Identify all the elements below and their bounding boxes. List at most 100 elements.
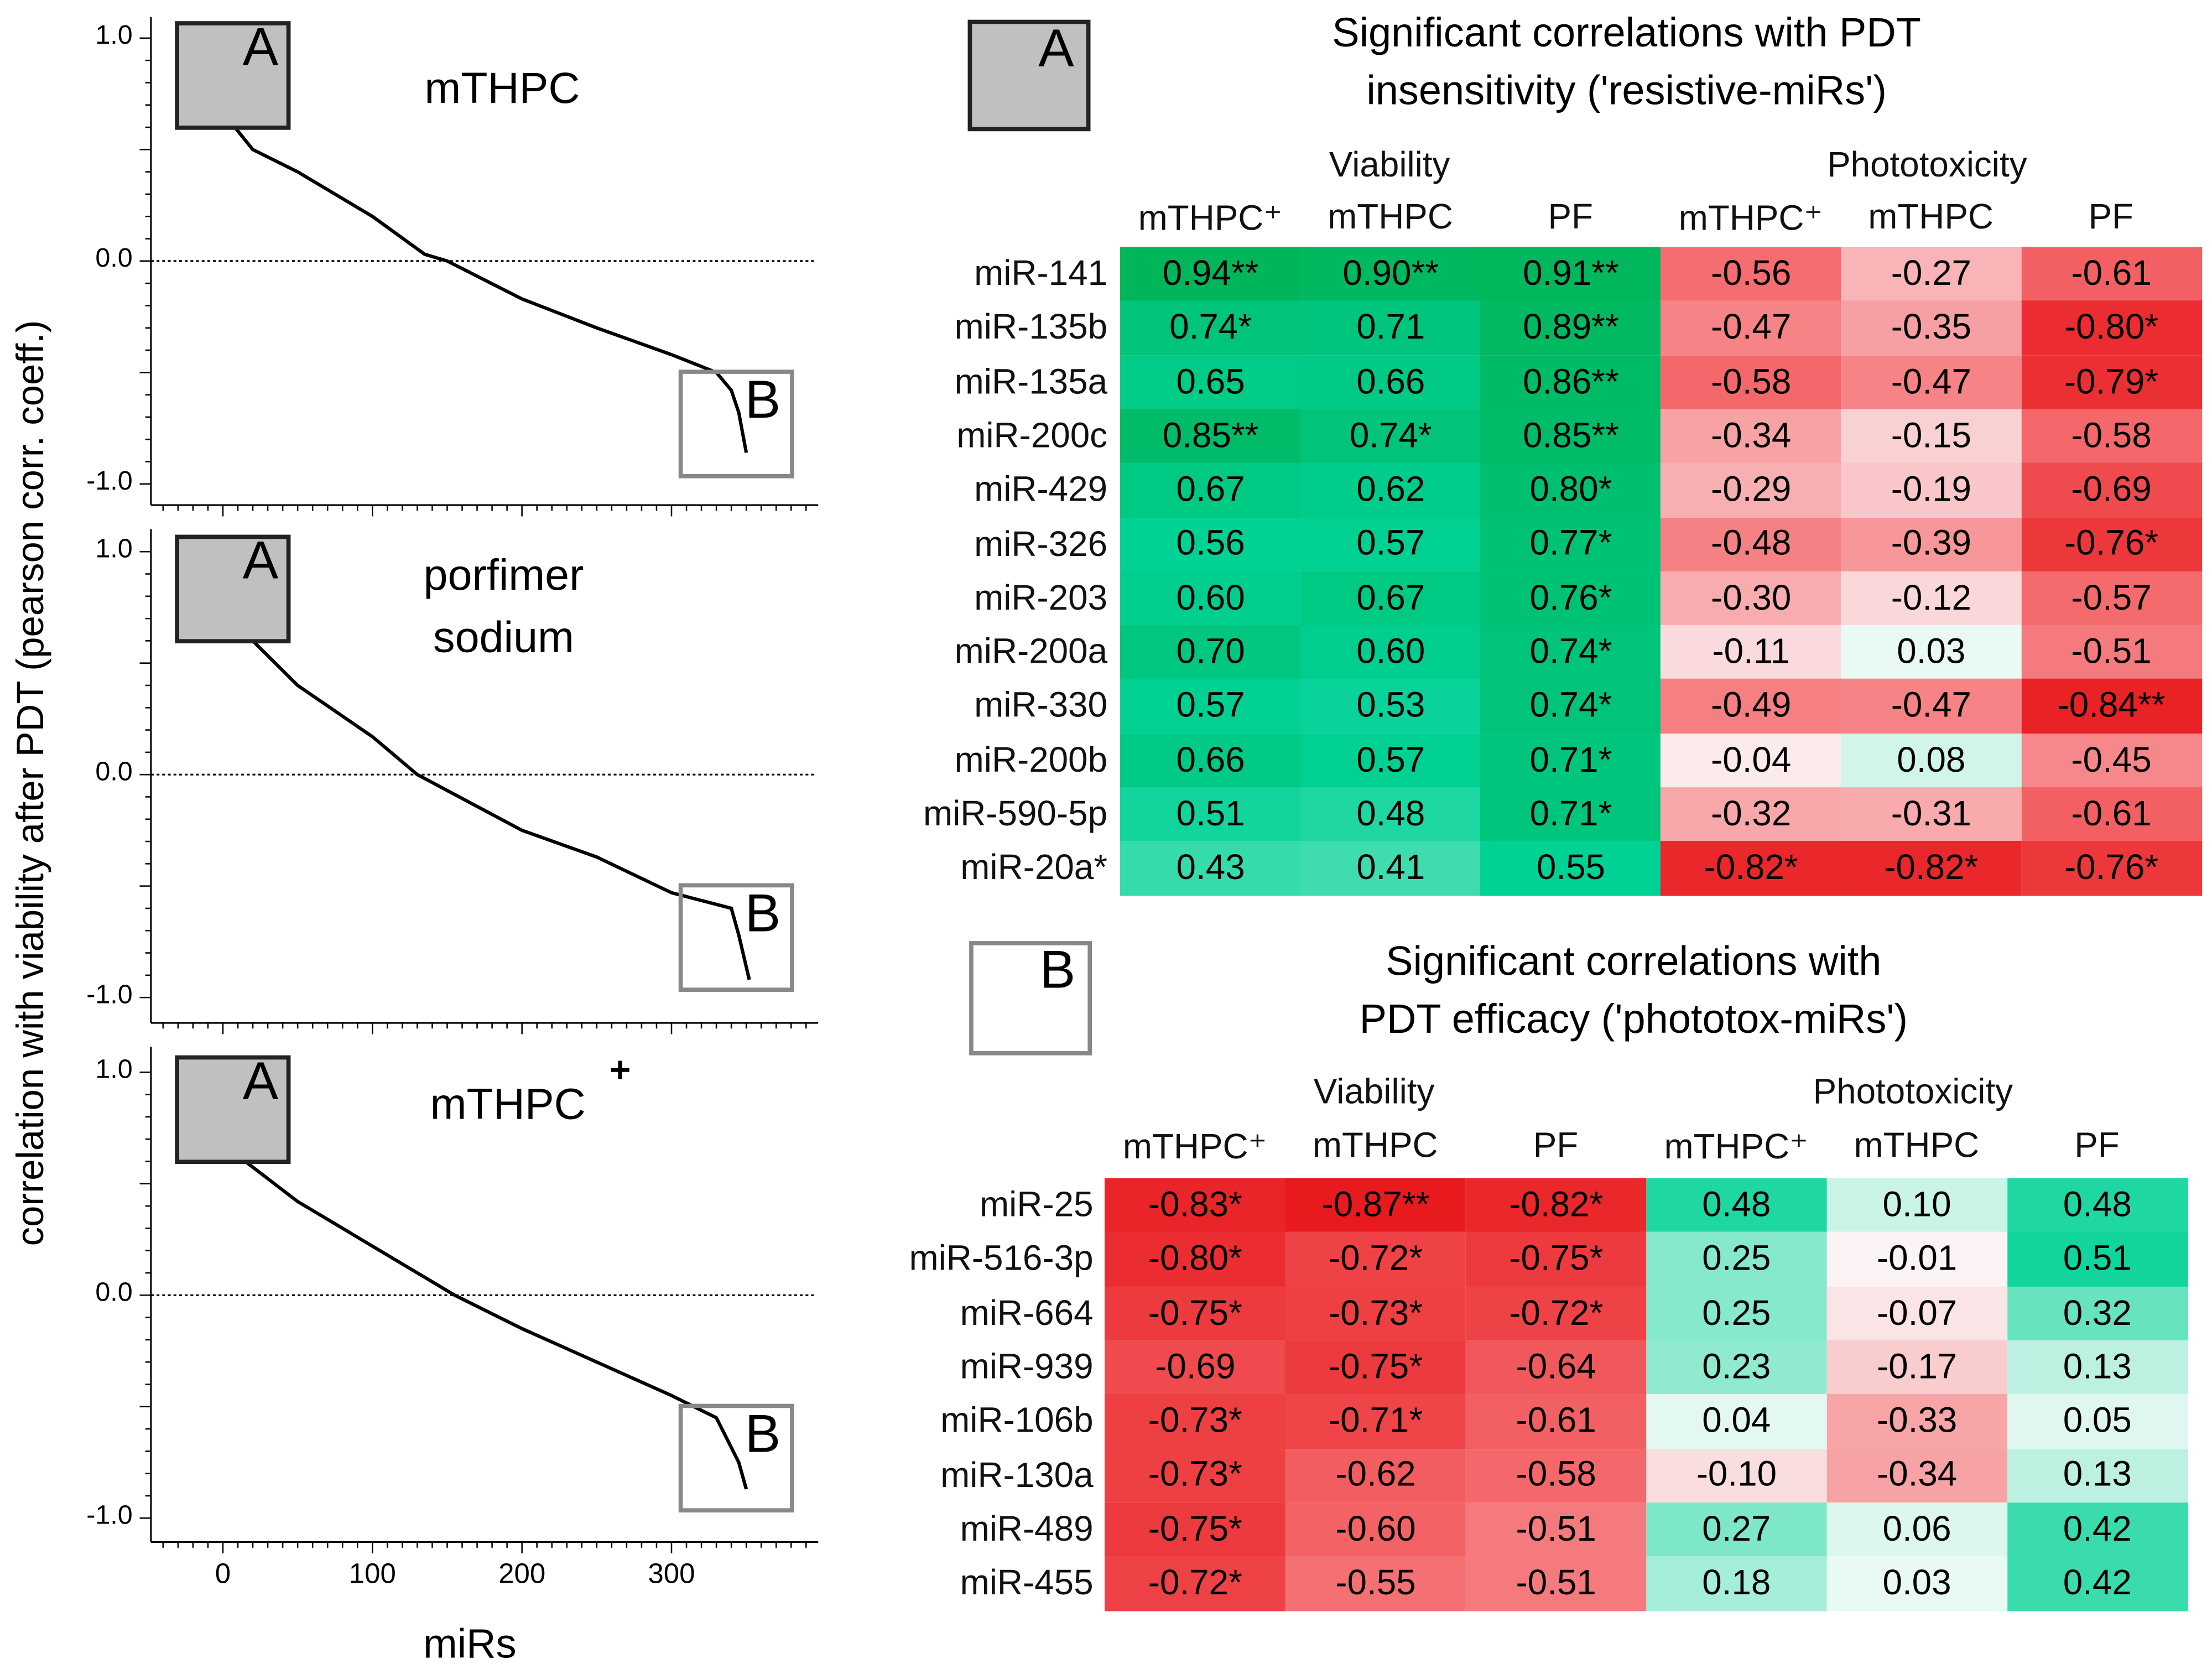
box-a-label: A	[242, 1052, 279, 1112]
heatmap-cell: -0.47	[1661, 300, 1842, 356]
heatmap-cell: 0.23	[1646, 1340, 1828, 1395]
x-tick-label: 300	[648, 1559, 695, 1590]
table-title: Significant correlations with	[1386, 939, 1882, 985]
heatmap-cell: -0.51	[1465, 1502, 1647, 1557]
heatmap-cell: -0.07	[1826, 1286, 2008, 1342]
box-b-region	[678, 370, 794, 479]
heatmap-cell: 0.10	[1826, 1178, 2008, 1233]
heatmap-cell: -0.82*	[1661, 841, 1842, 896]
table-title: PDT efficacy ('phototox-miRs')	[1359, 997, 1908, 1043]
heatmap-cell: -0.47	[1840, 355, 2022, 410]
column-header: mTHPC	[1868, 197, 1994, 237]
row-label: miR-590-5p	[923, 794, 1108, 834]
heatmap-cell: 0.05	[2006, 1394, 2188, 1449]
heatmap-cell: -0.72*	[1104, 1556, 1286, 1611]
heatmap-cell: 0.13	[2006, 1340, 2188, 1395]
row-label: miR-135a	[954, 362, 1108, 402]
heatmap-cell: 0.32	[2006, 1286, 2188, 1342]
heatmap-cell: -0.71*	[1285, 1394, 1466, 1449]
heatmap-cell: 0.08	[1840, 733, 2022, 788]
series-line	[226, 1138, 748, 1490]
heatmap-cell: -0.73*	[1285, 1286, 1466, 1342]
plot-title: mTHPC	[430, 1079, 586, 1129]
heatmap-cell: -0.69	[1104, 1340, 1286, 1395]
heatmap-cell: 0.51	[1120, 787, 1302, 843]
column-group-header: Phototoxicity	[1827, 145, 2027, 185]
y-tick-label: -1.0	[86, 1501, 133, 1531]
heatmap-cell: 0.43	[1120, 841, 1302, 896]
heatmap-cell: 0.86**	[1480, 355, 1662, 410]
y-tick-label: 1.0	[95, 21, 133, 51]
heatmap-cell: 0.25	[1646, 1232, 1828, 1287]
column-header: mTHPC⁺	[1122, 1127, 1267, 1167]
column-header: mTHPC	[1312, 1126, 1438, 1166]
row-label: miR-516-3p	[909, 1239, 1094, 1279]
row-label: miR-326	[974, 524, 1108, 564]
box-a-label: A	[242, 18, 279, 78]
row-label: miR-20a*	[960, 848, 1108, 888]
heatmap-cell: -0.73*	[1104, 1448, 1286, 1504]
plot-title: sodium	[433, 612, 574, 662]
heatmap-cell: 0.85**	[1480, 409, 1662, 464]
heatmap-cell: 0.18	[1646, 1556, 1828, 1611]
series-line	[224, 93, 748, 453]
heatmap-cell: -0.82*	[1465, 1178, 1647, 1233]
box-a-region	[175, 534, 291, 643]
heatmap-cell: -0.79*	[2021, 355, 2202, 410]
heatmap-cell: 0.65	[1120, 355, 1302, 410]
heatmap-cell: 0.60	[1300, 625, 1481, 680]
table-title: insensitivity ('resistive-miRs')	[1366, 69, 1887, 115]
column-header: mTHPC	[1854, 1126, 1980, 1166]
row-label: miR-200c	[956, 416, 1108, 456]
heatmap-cell: 0.60	[1120, 571, 1302, 626]
heatmap-cell: 0.57	[1300, 733, 1481, 788]
heatmap-cell: -0.27	[1840, 247, 2022, 302]
heatmap-cell: -0.34	[1826, 1448, 2008, 1504]
heatmap-cell: -0.64	[1465, 1340, 1647, 1395]
heatmap-cell: -0.12	[1840, 571, 2022, 626]
box-a-region	[175, 21, 291, 130]
heatmap-cell: 0.42	[2006, 1502, 2188, 1557]
heatmap-cell: 0.91**	[1480, 247, 1662, 302]
heatmap-cell: -0.01	[1826, 1232, 2008, 1287]
heatmap-cell: -0.56	[1661, 247, 1842, 302]
heatmap-cell: -0.72*	[1465, 1286, 1647, 1342]
column-header: mTHPC	[1328, 197, 1453, 237]
heatmap-cell: 0.76*	[1480, 571, 1662, 626]
heatmap-cell: 0.27	[1646, 1502, 1828, 1557]
heatmap-cell: 0.55	[1480, 841, 1662, 896]
heatmap-cell: -0.11	[1661, 625, 1842, 680]
panel-label: A	[1038, 19, 1074, 79]
box-b-label: B	[745, 1405, 781, 1465]
heatmap-cell: 0.25	[1646, 1286, 1828, 1342]
heatmap-cell: 0.51	[2006, 1232, 2188, 1287]
heatmap-cell: 0.74*	[1300, 409, 1481, 464]
column-header: PF	[2088, 197, 2134, 237]
heatmap-cell: 0.57	[1300, 517, 1481, 572]
column-header: mTHPC⁺	[1138, 199, 1283, 239]
heatmap-cell: 0.42	[2006, 1556, 2188, 1611]
column-group-header: Viability	[1313, 1072, 1435, 1112]
heatmap-cell: -0.45	[2021, 733, 2202, 788]
heatmap-cell: 0.13	[2006, 1448, 2188, 1504]
heatmap-cell: 0.53	[1300, 679, 1481, 734]
heatmap-cell: -0.75*	[1465, 1232, 1647, 1287]
heatmap-cell: 0.71*	[1480, 733, 1662, 788]
box-a-label: A	[242, 532, 279, 591]
y-tick-label: -1.0	[86, 467, 133, 497]
heatmap-cell: -0.82*	[1840, 841, 2022, 896]
heatmap-cell: -0.83*	[1104, 1178, 1286, 1233]
heatmap-cell: -0.76*	[2021, 517, 2202, 572]
y-axis-label: correlation with viability after PDT (pe…	[9, 320, 52, 1246]
heatmap-cell: 0.66	[1120, 733, 1302, 788]
plot-title: mTHPC	[424, 63, 580, 113]
heatmap-cell: -0.58	[1465, 1448, 1647, 1504]
heatmap-cell: -0.49	[1661, 679, 1842, 734]
table-title: Significant correlations with PDT	[1332, 11, 1921, 57]
y-tick-label: -1.0	[86, 980, 133, 1011]
y-tick-label: 1.0	[95, 534, 133, 565]
plot-title: porfimer	[423, 550, 584, 600]
heatmap-cell: -0.34	[1661, 409, 1842, 464]
heatmap-cell: -0.29	[1661, 463, 1842, 518]
heatmap-cell: 0.77*	[1480, 517, 1662, 572]
